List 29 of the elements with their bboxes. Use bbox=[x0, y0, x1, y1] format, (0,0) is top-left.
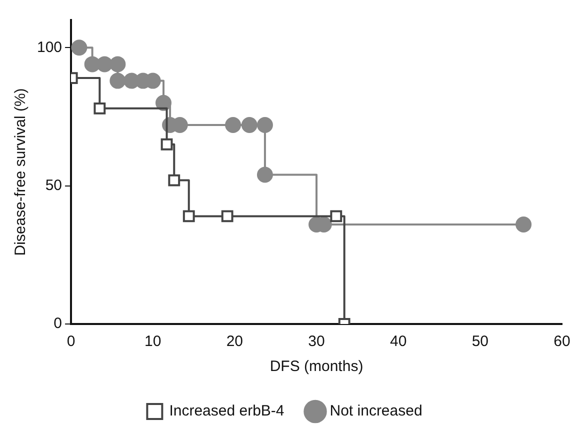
point bbox=[330, 210, 342, 222]
point bbox=[160, 138, 173, 150]
y-tick-label: 0 bbox=[54, 315, 62, 332]
point bbox=[225, 117, 242, 134]
legend-label: Increased erbB-4 bbox=[169, 402, 284, 420]
point bbox=[96, 56, 113, 72]
x-tick-label: 0 bbox=[66, 333, 76, 350]
point bbox=[256, 117, 273, 134]
point bbox=[168, 174, 180, 186]
x-tick-label: 50 bbox=[472, 333, 489, 350]
point bbox=[516, 216, 532, 233]
x-axis-title: DFS (months) bbox=[270, 358, 364, 376]
x-tick-label: 10 bbox=[144, 333, 162, 350]
point bbox=[241, 117, 258, 134]
y-tick-label: 50 bbox=[45, 176, 62, 194]
x-tick-label: 40 bbox=[390, 333, 407, 350]
point bbox=[256, 166, 273, 183]
legend-label: Not increased bbox=[330, 402, 422, 420]
x-tick-label: 30 bbox=[308, 333, 325, 350]
x-tick-label: 20 bbox=[226, 333, 244, 350]
point bbox=[94, 102, 106, 114]
point bbox=[221, 210, 234, 222]
point bbox=[110, 56, 126, 72]
point bbox=[110, 72, 126, 89]
point bbox=[71, 40, 88, 56]
point bbox=[182, 210, 195, 222]
x-tick-label: 60 bbox=[554, 333, 570, 350]
y-axis-title: Disease-free survival (%) bbox=[12, 88, 30, 256]
y-tick-label: 100 bbox=[36, 38, 62, 56]
